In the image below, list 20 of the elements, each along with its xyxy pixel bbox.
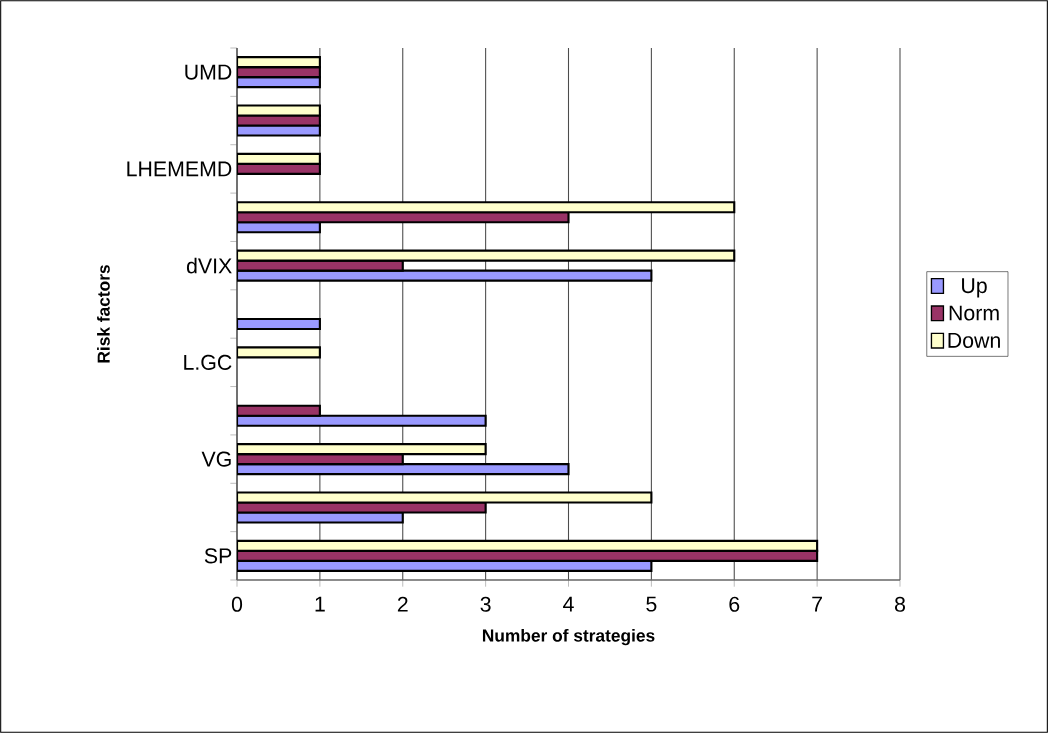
legend-label: Norm [949,305,999,321]
y-tick-label: SP [204,548,232,564]
x-tick-label: 0 [231,596,243,612]
y-axis-title: Risk factors [97,265,110,363]
legend-label: Down [948,333,1000,348]
x-axis-title: Number of strategies [482,628,655,646]
x-tick-label: 4 [563,596,574,612]
x-tick-label: 8 [894,596,905,612]
y-tick-label: dVIX [186,257,232,274]
y-tick-label: LHEMEMD [127,161,232,177]
x-tick-label: 3 [480,596,491,612]
y-tick-label: UMD [185,64,232,80]
x-tick-label: 6 [729,596,740,612]
y-tick-label: L.GC [184,354,232,370]
x-tick-label: 7 [812,596,822,612]
legend-label: Up [962,278,987,298]
y-tick-label: VG [201,451,231,467]
x-tick-label: 2 [397,596,408,612]
x-tick-label: 1 [315,596,325,612]
x-tick-label: 5 [646,596,657,612]
